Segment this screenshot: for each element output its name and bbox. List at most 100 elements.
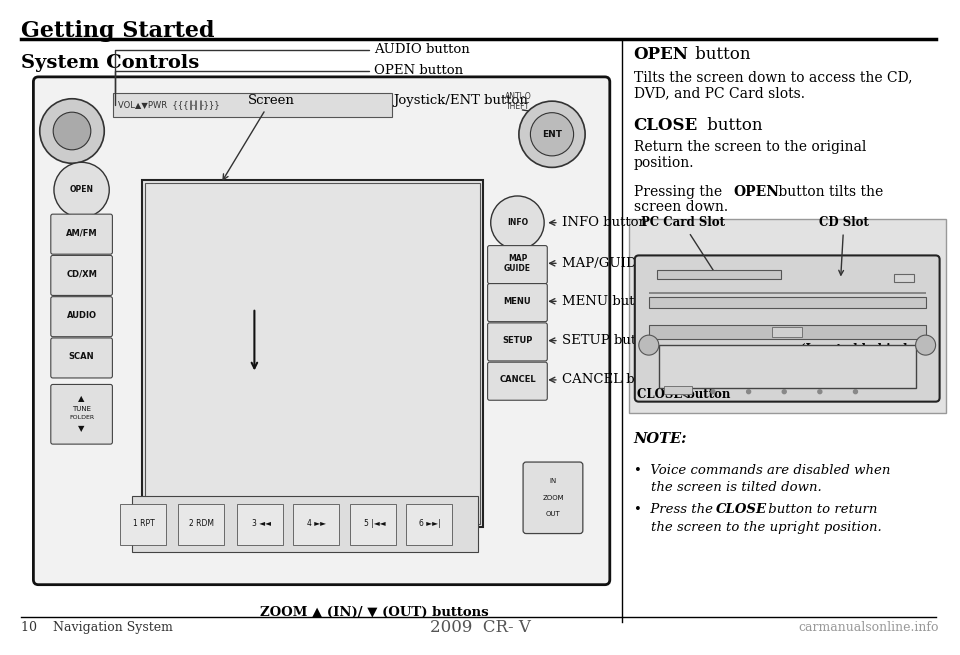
Circle shape	[818, 390, 822, 394]
Bar	[237, 504, 283, 545]
Text: Tilts the screen down to access the CD,: Tilts the screen down to access the CD,	[634, 70, 912, 84]
Bar	[772, 328, 802, 337]
FancyBboxPatch shape	[523, 462, 583, 534]
Text: DVD, and PC Card slots.: DVD, and PC Card slots.	[634, 86, 804, 100]
Text: MAP/GUIDE button: MAP/GUIDE button	[550, 257, 694, 270]
Text: MENU: MENU	[504, 297, 531, 306]
Text: the screen is tilted down.: the screen is tilted down.	[634, 481, 822, 495]
Text: INFO: INFO	[507, 218, 528, 227]
Text: AUDIO: AUDIO	[66, 310, 97, 320]
Circle shape	[782, 390, 786, 394]
FancyBboxPatch shape	[51, 297, 112, 337]
Circle shape	[39, 99, 105, 163]
Text: ZOOM: ZOOM	[542, 495, 564, 501]
Text: button: button	[702, 117, 762, 134]
Bar	[659, 345, 916, 388]
Text: CLOSE: CLOSE	[634, 117, 698, 134]
Bar	[894, 274, 914, 282]
FancyBboxPatch shape	[51, 384, 112, 444]
Bar	[629, 219, 946, 413]
Text: 4 ►►: 4 ►►	[307, 519, 326, 528]
Text: button tilts the: button tilts the	[774, 185, 883, 198]
Bar	[113, 93, 392, 117]
Text: 1 RPT: 1 RPT	[133, 519, 155, 528]
Text: the screen to the upright position.: the screen to the upright position.	[634, 521, 881, 534]
Text: OPEN: OPEN	[69, 185, 93, 195]
Text: position.: position.	[634, 156, 694, 170]
FancyBboxPatch shape	[488, 246, 547, 284]
Bar	[142, 180, 483, 527]
FancyBboxPatch shape	[488, 362, 547, 400]
Bar	[649, 292, 925, 295]
Text: OUT: OUT	[545, 511, 561, 517]
Text: SETUP button: SETUP button	[550, 334, 658, 347]
Text: 2 RDM: 2 RDM	[189, 519, 214, 528]
Text: Navi DVD Slot
(Located behind
drop-down
cover): Navi DVD Slot (Located behind drop-down …	[791, 328, 907, 386]
Text: MENU button: MENU button	[550, 295, 656, 308]
Text: ANTI-O
THEFT: ANTI-O THEFT	[505, 92, 532, 111]
FancyBboxPatch shape	[51, 255, 112, 295]
Text: 6 ►►|: 6 ►►|	[420, 519, 441, 528]
Bar	[293, 504, 339, 545]
Text: CD/XM: CD/XM	[66, 269, 97, 278]
FancyBboxPatch shape	[488, 284, 547, 322]
Text: 2009  CR- V: 2009 CR- V	[429, 619, 531, 636]
Circle shape	[711, 390, 715, 394]
Circle shape	[518, 101, 586, 168]
Bar	[350, 504, 396, 545]
Text: Return the screen to the original: Return the screen to the original	[634, 140, 866, 153]
Text: carmanualsonline.info: carmanualsonline.info	[799, 621, 939, 634]
Bar	[649, 326, 925, 339]
Text: OPEN: OPEN	[733, 185, 780, 198]
Text: CD Slot: CD Slot	[819, 216, 869, 275]
Text: OPEN button: OPEN button	[115, 64, 464, 105]
Text: IN: IN	[549, 478, 557, 485]
Bar	[406, 504, 452, 545]
Text: 5 |◄◄: 5 |◄◄	[364, 519, 385, 528]
Text: CLOSE button: CLOSE button	[636, 388, 731, 401]
Text: button: button	[689, 46, 750, 63]
Text: ZOOM ▲ (IN)/ ▼ (OUT) buttons: ZOOM ▲ (IN)/ ▼ (OUT) buttons	[260, 606, 489, 619]
Circle shape	[747, 390, 751, 394]
Text: ▲: ▲	[79, 394, 84, 403]
Text: 3 ◄◄: 3 ◄◄	[252, 519, 271, 528]
Bar	[663, 386, 692, 394]
FancyBboxPatch shape	[51, 338, 112, 378]
Text: Getting Started: Getting Started	[21, 20, 215, 42]
Text: ▼: ▼	[79, 424, 84, 433]
Text: SCAN: SCAN	[69, 352, 94, 361]
Text: VOL▲▼PWR  {{{╟╢╟}}}: VOL▲▼PWR {{{╟╢╟}}}	[118, 100, 220, 109]
Text: TUNE: TUNE	[72, 405, 91, 412]
Text: •  Voice commands are disabled when: • Voice commands are disabled when	[634, 464, 890, 477]
Circle shape	[853, 390, 857, 394]
Text: •  Press the: • Press the	[634, 503, 717, 516]
Text: CLOSE: CLOSE	[715, 503, 767, 516]
Circle shape	[54, 162, 109, 217]
FancyBboxPatch shape	[51, 214, 112, 254]
FancyBboxPatch shape	[488, 323, 547, 361]
FancyBboxPatch shape	[34, 77, 610, 585]
Text: SETUP: SETUP	[502, 336, 533, 345]
Circle shape	[638, 335, 659, 355]
Circle shape	[530, 113, 574, 156]
Text: FOLDER: FOLDER	[69, 415, 94, 421]
Text: ENT: ENT	[542, 130, 562, 139]
Text: CANCEL: CANCEL	[499, 375, 536, 384]
Text: Joystick/ENT button: Joystick/ENT button	[394, 94, 548, 116]
Text: 10    Navigation System: 10 Navigation System	[21, 621, 173, 634]
Text: Screen: Screen	[223, 94, 295, 179]
Text: NOTE:: NOTE:	[634, 432, 687, 446]
Bar	[120, 504, 166, 545]
Text: Pressing the: Pressing the	[634, 185, 726, 198]
Bar	[178, 504, 224, 545]
Text: CANCEL button: CANCEL button	[550, 373, 669, 386]
FancyBboxPatch shape	[635, 255, 940, 402]
Text: PC Card Slot: PC Card Slot	[641, 216, 725, 276]
Text: button to return: button to return	[763, 503, 877, 516]
Text: AUDIO button: AUDIO button	[115, 43, 470, 92]
Bar	[132, 496, 478, 552]
Text: OPEN: OPEN	[634, 46, 688, 63]
Circle shape	[491, 196, 544, 250]
Text: System Controls: System Controls	[21, 54, 200, 71]
Bar	[657, 271, 781, 280]
